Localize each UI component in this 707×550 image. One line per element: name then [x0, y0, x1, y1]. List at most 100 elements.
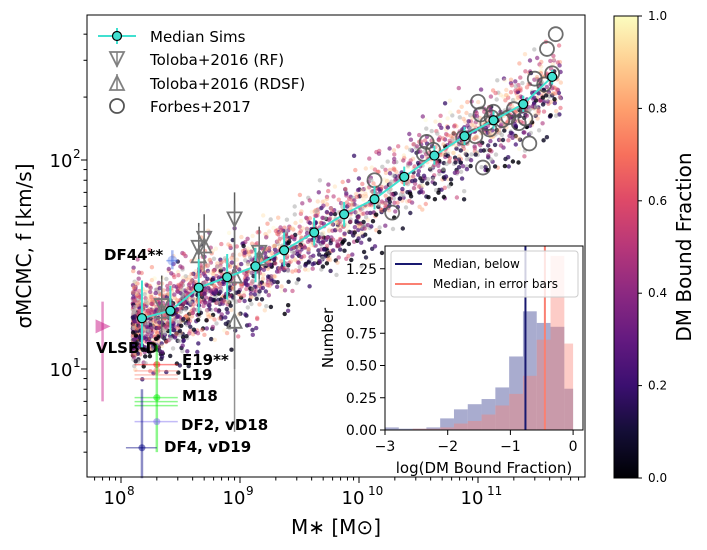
sim-point — [205, 268, 211, 274]
sim-point — [179, 305, 184, 310]
sim-point — [236, 334, 241, 339]
sim-point — [395, 200, 400, 205]
sim-point — [369, 177, 374, 183]
sim-point — [361, 249, 367, 255]
sim-point — [541, 138, 546, 143]
sim-point — [344, 228, 350, 233]
sim-point — [171, 261, 176, 267]
y-axis-label: σMCMC, f [km/s] — [12, 163, 36, 328]
sim-point — [429, 128, 434, 134]
sim-point — [510, 97, 516, 103]
sim-point — [237, 252, 243, 257]
sim-point — [164, 339, 169, 345]
sim-point — [530, 104, 535, 109]
main-axes-frame — [86, 14, 586, 478]
y-tick-exponent: 1 — [73, 356, 81, 370]
sim-point — [456, 165, 462, 170]
sim-point — [294, 280, 299, 286]
sim-point — [245, 261, 251, 267]
sim-point — [288, 259, 294, 264]
sim-point — [171, 327, 177, 333]
sim-point — [522, 52, 528, 57]
sim-point — [496, 127, 501, 133]
forbes-point — [455, 129, 472, 146]
sim-point — [522, 154, 527, 159]
colorbar-ticks: 0.0 0.2 0.4 0.6 0.8 1.0 — [638, 9, 667, 485]
inset-x-tick-label: −3 — [375, 439, 396, 455]
sim-point — [338, 247, 343, 252]
sim-point — [425, 176, 431, 182]
sim-point — [254, 325, 259, 331]
sim-point — [442, 151, 447, 156]
annotation-m18: M18 — [134, 345, 218, 453]
colorbar-tick-label: 0.2 — [648, 379, 667, 393]
sim-point — [204, 318, 209, 323]
sim-point — [502, 78, 507, 83]
median-point — [309, 227, 320, 238]
sim-point — [544, 84, 550, 90]
inset-legend-label-below: Median, below — [433, 257, 520, 271]
sim-point — [221, 298, 226, 303]
sim-point — [359, 230, 365, 236]
sim-point — [242, 271, 247, 276]
sim-point — [357, 194, 362, 199]
sim-point — [407, 198, 412, 204]
sim-point — [319, 232, 324, 237]
sim-point — [149, 309, 154, 315]
median-point — [222, 272, 233, 283]
sim-point — [210, 324, 216, 330]
sim-point — [303, 267, 308, 272]
sim-point — [308, 256, 314, 261]
sim-point — [464, 157, 470, 162]
sim-point — [442, 101, 448, 106]
sim-point — [131, 265, 136, 270]
sim-point — [239, 261, 244, 267]
sim-point — [386, 208, 392, 213]
sim-point — [347, 196, 352, 201]
sim-point — [137, 324, 142, 330]
sim-point — [199, 327, 205, 333]
sim-point — [417, 204, 422, 209]
sim-point — [436, 190, 441, 195]
sim-point — [156, 280, 161, 286]
sim-point — [510, 159, 516, 164]
sim-point — [432, 181, 438, 186]
inset-axis-ticks: −3 −2 −1 0 0.00 0.25 0.50 0.75 1.00 1.25 — [346, 262, 578, 455]
sim-point — [536, 128, 542, 133]
sim-point — [249, 286, 254, 292]
sim-point — [518, 86, 523, 91]
sim-point — [392, 167, 397, 172]
sim-point — [214, 321, 219, 326]
x-tick-label: 10 — [223, 488, 246, 509]
sim-point — [548, 113, 553, 119]
histogram-bar-below — [481, 399, 496, 430]
sim-point — [131, 325, 136, 331]
x-tick-label: 10 — [461, 488, 484, 509]
sim-point — [275, 280, 280, 285]
sim-point — [201, 271, 206, 276]
sim-point — [447, 155, 453, 161]
sim-point — [552, 97, 557, 102]
sim-point — [333, 228, 338, 233]
median-point — [193, 282, 204, 293]
sim-point — [359, 240, 364, 245]
sim-point — [363, 194, 369, 199]
sim-point — [537, 62, 542, 67]
sim-point — [173, 334, 178, 339]
sim-point — [219, 312, 224, 317]
sim-point — [143, 299, 148, 304]
sim-point — [177, 319, 182, 324]
sim-point — [279, 227, 284, 233]
sim-point — [211, 256, 217, 261]
sim-point — [154, 347, 160, 352]
sim-point — [238, 293, 243, 298]
sim-point — [254, 296, 259, 301]
sim-point — [352, 198, 357, 203]
sim-point — [394, 169, 399, 175]
sim-point — [322, 247, 327, 252]
sim-point — [488, 138, 493, 144]
annotation-e19: E19** — [134, 351, 229, 369]
sim-point — [179, 295, 185, 300]
sim-point — [137, 288, 142, 294]
sim-point — [327, 255, 332, 260]
